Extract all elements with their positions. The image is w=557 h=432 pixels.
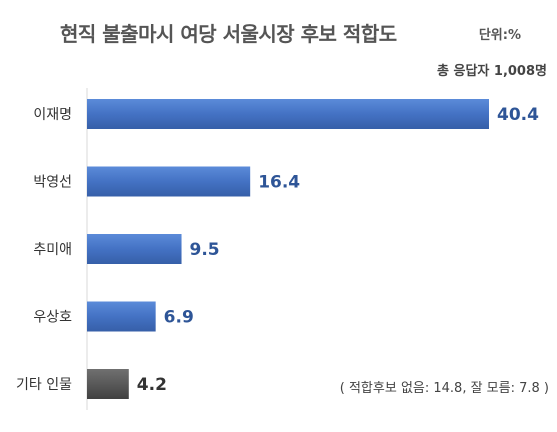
category-label: 추미애	[33, 242, 72, 258]
footnote: ( 적합후보 없음: 14.8, 잘 모름: 7.8 )	[339, 381, 549, 396]
bar	[87, 234, 182, 264]
category-label: 이재명	[33, 107, 72, 123]
value-label: 4.2	[137, 375, 167, 395]
category-label: 박영선	[33, 175, 72, 191]
value-label: 40.4	[497, 105, 539, 125]
category-label: 우상호	[33, 310, 72, 326]
respondent-count: 총 응답자 1,008명	[437, 64, 547, 79]
value-label: 9.5	[190, 240, 220, 260]
unit-label: 단위:%	[478, 28, 521, 43]
bar	[87, 99, 489, 129]
chart-title: 현직 불출마시 여당 서울시장 후보 적합도	[60, 22, 397, 46]
value-label: 6.9	[164, 308, 194, 328]
bar	[87, 301, 156, 332]
bar	[87, 166, 251, 197]
value-label: 16.4	[258, 173, 300, 193]
bar	[87, 369, 129, 399]
category-label: 기타 인물	[16, 377, 72, 393]
